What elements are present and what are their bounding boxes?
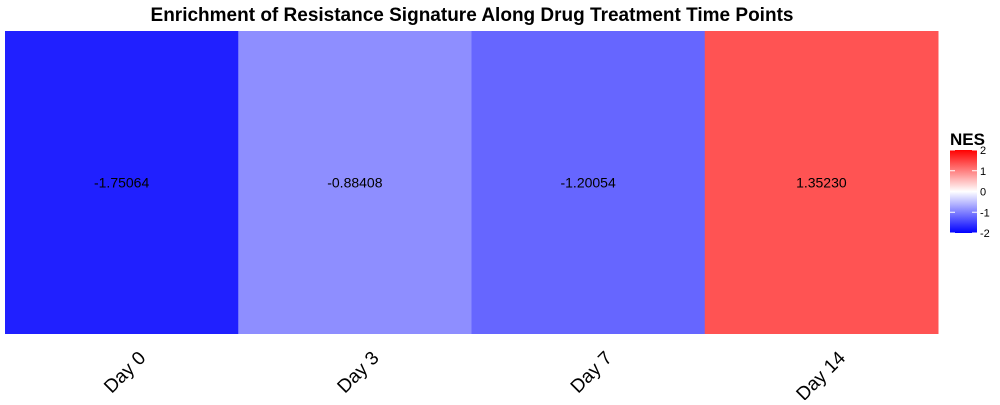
x-axis-tick-label: Day 0 [100, 348, 150, 398]
chart-title: Enrichment of Resistance Signature Along… [151, 5, 794, 26]
heatmap-value-label: -1.75064 [94, 175, 149, 191]
heatmap-tile [704, 31, 939, 334]
heatmap-tiles [5, 31, 939, 334]
heatmap-value-label: -0.88408 [327, 175, 382, 191]
legend-tick-label: 2 [980, 145, 986, 157]
heatmap-tile [5, 31, 239, 334]
heatmap-value-labels: -1.75064 -0.88408 -1.20054 1.35230 [94, 175, 847, 191]
legend-tick-label: -1 [980, 207, 990, 219]
heatmap-value-label: 1.35230 [796, 175, 847, 191]
x-axis-tick-label: Day 7 [567, 348, 617, 398]
legend-tick-label: 0 [980, 187, 986, 199]
legend-tick-label: 1 [980, 166, 986, 178]
legend-tick-label: -2 [980, 228, 990, 240]
heatmap-tile [238, 31, 472, 334]
legend-title: NES [950, 130, 985, 149]
x-axis-tick-label: Day 3 [334, 348, 384, 398]
heatmap-value-label: -1.20054 [560, 175, 615, 191]
x-axis-tick-label: Day 14 [793, 347, 851, 400]
heatmap-tile [471, 31, 706, 334]
x-axis-tick-labels: Day 0 Day 3 Day 7 Day 14 [100, 347, 851, 405]
color-legend: NES 2 1 0 -1 -2 [950, 130, 990, 240]
